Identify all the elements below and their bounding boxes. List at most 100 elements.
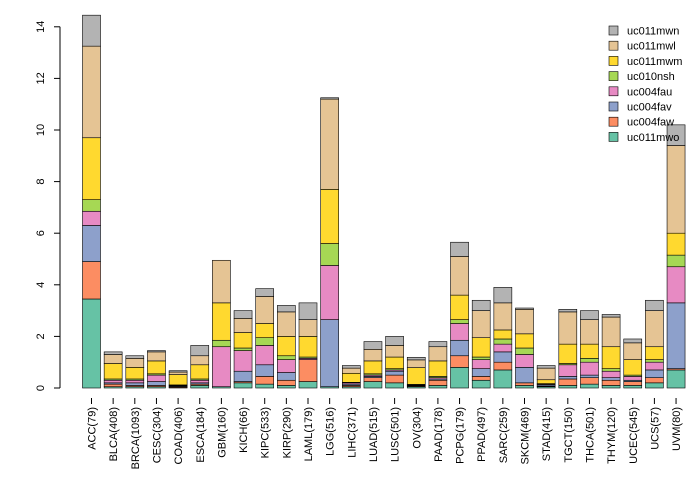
bar-segment bbox=[580, 319, 599, 345]
bar-segment bbox=[103, 354, 123, 364]
bar-segment bbox=[536, 365, 556, 369]
bar-segment bbox=[147, 374, 166, 382]
bar-segment bbox=[450, 339, 469, 357]
bar-segment bbox=[558, 311, 578, 345]
legend-label: uc011mwo bbox=[627, 132, 679, 144]
x-tick-label: UCS(57) bbox=[649, 407, 661, 450]
bar-segment bbox=[471, 379, 491, 389]
bar-segment bbox=[82, 199, 101, 212]
bar-segment bbox=[277, 379, 296, 386]
bar-segment bbox=[558, 376, 578, 380]
bar-segment bbox=[493, 369, 513, 389]
bar-segment bbox=[515, 367, 534, 384]
bar-segment bbox=[406, 359, 426, 368]
bar-segment bbox=[601, 346, 621, 369]
bar-segment bbox=[666, 254, 686, 268]
x-tick-label: TGCT(150) bbox=[563, 407, 575, 463]
bars-layer bbox=[82, 14, 686, 389]
bar-group bbox=[493, 287, 513, 389]
legend: uc011mwn uc011mwl uc011mwm uc010nsh uc004fau… bbox=[608, 26, 682, 144]
y-tick-label: 2 bbox=[35, 333, 47, 339]
bar-segment bbox=[147, 381, 166, 386]
bar-segment bbox=[601, 314, 621, 318]
bar-segment bbox=[601, 385, 621, 389]
legend-item: uc011mwm bbox=[608, 56, 682, 68]
bar-segment bbox=[147, 351, 166, 362]
x-tick-label: BRCA(1093) bbox=[130, 407, 142, 469]
bar-segment bbox=[385, 382, 404, 389]
bar-segment bbox=[580, 358, 599, 363]
legend-label: uc004fau bbox=[627, 86, 672, 98]
x-tick-label: CESC(304) bbox=[151, 407, 163, 463]
x-tick-label: LGG(516) bbox=[325, 407, 337, 456]
bar-group bbox=[515, 307, 534, 389]
bar-group bbox=[147, 350, 166, 389]
x-tick-label: LUSC(501) bbox=[390, 407, 402, 462]
bar-group bbox=[406, 356, 426, 389]
bar-segment bbox=[645, 299, 664, 311]
bar-segment bbox=[493, 287, 513, 304]
bar-segment bbox=[190, 364, 210, 380]
bar-segment bbox=[580, 361, 599, 376]
bar-segment bbox=[558, 343, 578, 364]
bar-segment bbox=[168, 374, 188, 386]
bar-segment bbox=[428, 385, 448, 389]
x-tick-label: PAAD(178) bbox=[433, 407, 445, 462]
bar-segment bbox=[471, 310, 491, 338]
bar-segment bbox=[320, 243, 339, 266]
bar-segment bbox=[601, 377, 621, 381]
y-tick-label: 6 bbox=[35, 230, 47, 236]
x-tick-label: THCA(501) bbox=[584, 407, 596, 463]
bar-segment bbox=[255, 376, 274, 385]
bar-segment bbox=[558, 378, 578, 386]
legend-item: uc004fav bbox=[608, 102, 672, 114]
bar-segment bbox=[450, 355, 469, 368]
bar-segment bbox=[233, 370, 253, 382]
bar-group bbox=[103, 351, 123, 389]
bar-segment bbox=[363, 377, 383, 382]
bar-segment bbox=[125, 367, 145, 380]
bar-segment bbox=[406, 367, 426, 385]
bar-segment bbox=[385, 336, 404, 346]
bar-group bbox=[277, 305, 296, 389]
bar-segment bbox=[255, 337, 274, 346]
bar-group bbox=[363, 341, 383, 389]
bar-segment bbox=[623, 338, 643, 344]
bar-segment bbox=[341, 365, 361, 369]
bar-segment bbox=[645, 359, 664, 363]
bar-segment bbox=[515, 382, 534, 386]
bar-segment bbox=[212, 259, 231, 304]
bar-segment bbox=[277, 305, 296, 313]
bar-segment bbox=[623, 376, 643, 381]
x-tick-label: KICH(66) bbox=[238, 407, 250, 453]
bar-segment bbox=[277, 336, 296, 357]
y-tick-label: 0 bbox=[35, 385, 47, 391]
bar-segment bbox=[320, 319, 339, 388]
x-tick-label: BLCA(408) bbox=[108, 407, 120, 461]
y-tick-label: 12 bbox=[35, 72, 47, 84]
legend-label: uc010nsh bbox=[627, 71, 675, 83]
bar-segment bbox=[623, 381, 643, 386]
bar-segment bbox=[493, 343, 513, 353]
x-axis: ACC(79) BLCA(408) BRCA(1093) CESC(304) COAD(… bbox=[87, 398, 683, 469]
bar-segment bbox=[190, 355, 210, 366]
bar-segment bbox=[645, 369, 664, 378]
bar-segment bbox=[212, 339, 231, 348]
bar-segment bbox=[255, 288, 274, 297]
y-tick-label: 4 bbox=[35, 282, 47, 288]
bar-segment bbox=[233, 347, 253, 351]
bar-segment bbox=[666, 302, 686, 369]
bar-segment bbox=[147, 360, 166, 375]
bar-segment bbox=[190, 385, 210, 389]
x-tick-label: UCEC(545) bbox=[628, 407, 640, 464]
bar-group bbox=[341, 365, 361, 389]
legend-swatch bbox=[608, 71, 619, 81]
bar-segment bbox=[233, 318, 253, 333]
bar-segment bbox=[515, 385, 534, 389]
legend-label: uc011mwm bbox=[627, 56, 682, 68]
bar-group bbox=[580, 310, 599, 389]
bar-segment bbox=[277, 311, 296, 337]
bar-segment bbox=[103, 379, 123, 384]
bar-segment bbox=[493, 351, 513, 363]
